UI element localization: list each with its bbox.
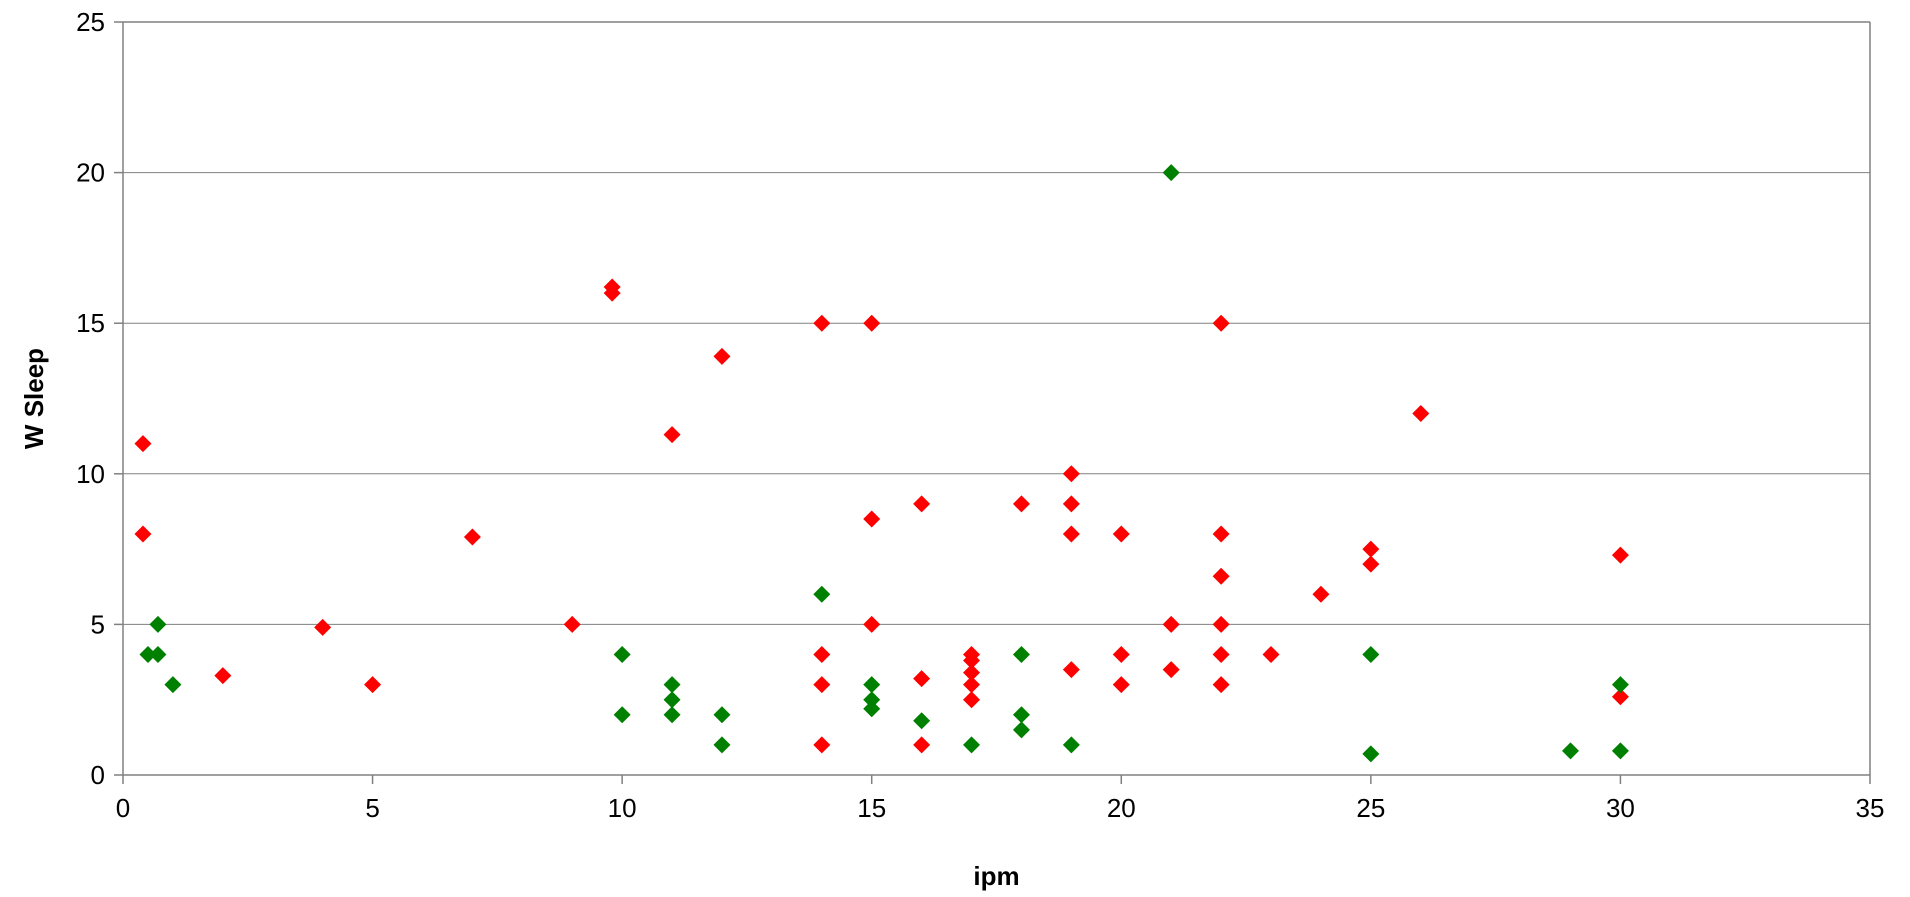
data-point-series-1 [1112, 676, 1130, 694]
x-tick-label: 15 [857, 793, 886, 823]
data-point-series-1 [963, 676, 981, 694]
data-point-series-2 [1562, 742, 1580, 760]
data-point-series-1 [913, 495, 931, 513]
x-axis-title: ipm [973, 861, 1019, 891]
data-point-series-1 [1112, 646, 1130, 664]
data-point-series-2 [164, 676, 182, 694]
data-point-series-1 [134, 435, 152, 453]
data-point-series-2 [149, 646, 167, 664]
data-point-series-2 [663, 706, 681, 724]
data-point-series-1 [1212, 615, 1230, 633]
data-point-series-2 [1062, 736, 1080, 754]
data-point-series-1 [314, 618, 332, 636]
data-point-series-1 [813, 314, 831, 332]
data-point-series-1 [1262, 646, 1280, 664]
data-point-series-1 [214, 667, 232, 685]
data-point-series-1 [1212, 676, 1230, 694]
x-tick-label: 30 [1606, 793, 1635, 823]
data-point-series-1 [913, 736, 931, 754]
data-point-series-1 [603, 284, 621, 302]
data-point-series-1 [1212, 646, 1230, 664]
tick-labels: 0 5 10 15 20 25 0 5 10 15 20 25 30 35 [76, 7, 1884, 823]
data-point-series-1 [364, 676, 382, 694]
data-point-series-1 [813, 676, 831, 694]
data-point-series-1 [1062, 525, 1080, 543]
data-point-series-2 [963, 736, 981, 754]
y-tick-label: 10 [76, 459, 105, 489]
data-point-series-1 [1112, 525, 1130, 543]
data-point-series-2 [1012, 646, 1030, 664]
y-tick-label: 20 [76, 158, 105, 188]
data-point-series-2 [1012, 721, 1030, 739]
data-point-series-1 [1062, 661, 1080, 679]
data-point-series-1 [1212, 525, 1230, 543]
data-point-series-2 [663, 691, 681, 709]
data-point-series-1 [1062, 465, 1080, 483]
data-point-series-2 [139, 646, 157, 664]
data-point-series-1 [1312, 585, 1330, 603]
data-point-series-2 [1162, 164, 1180, 182]
data-point-series-1 [863, 314, 881, 332]
data-point-series-2 [913, 712, 931, 730]
data-point-series-1 [963, 691, 981, 709]
data-point-series-1 [1362, 540, 1380, 558]
data-point-series-2 [1012, 706, 1030, 724]
data-points [134, 164, 1629, 763]
y-tick-label: 5 [91, 609, 105, 639]
y-tick-label: 15 [76, 308, 105, 338]
x-tick-label: 0 [116, 793, 130, 823]
data-point-series-1 [863, 510, 881, 528]
data-point-series-1 [1162, 661, 1180, 679]
data-point-series-2 [613, 706, 631, 724]
data-point-series-1 [813, 646, 831, 664]
data-point-series-1 [1212, 314, 1230, 332]
x-tick-label: 25 [1356, 793, 1385, 823]
data-point-series-1 [1212, 567, 1230, 585]
data-point-series-2 [863, 676, 881, 694]
data-point-series-2 [663, 676, 681, 694]
data-point-series-2 [863, 700, 881, 718]
data-point-series-2 [1611, 742, 1629, 760]
data-point-series-1 [1362, 555, 1380, 573]
data-point-series-2 [1362, 646, 1380, 664]
y-axis-title: W Sleep [19, 348, 49, 449]
data-point-series-2 [1611, 676, 1629, 694]
data-point-series-1 [963, 652, 981, 670]
data-point-series-2 [863, 691, 881, 709]
data-point-series-2 [713, 736, 731, 754]
data-point-series-2 [813, 585, 831, 603]
data-point-series-2 [613, 646, 631, 664]
y-tick-label: 25 [76, 7, 105, 37]
x-tick-label: 35 [1856, 793, 1885, 823]
data-point-series-1 [963, 664, 981, 682]
x-tick-label: 20 [1107, 793, 1136, 823]
data-point-series-1 [1012, 495, 1030, 513]
data-point-series-1 [863, 615, 881, 633]
gridlines [123, 21, 1870, 625]
data-point-series-1 [463, 528, 481, 546]
data-point-series-2 [149, 615, 167, 633]
data-point-series-1 [913, 670, 931, 688]
x-tick-label: 5 [365, 793, 379, 823]
data-point-series-1 [134, 525, 152, 543]
data-point-series-1 [663, 426, 681, 444]
data-point-series-1 [1611, 546, 1629, 564]
axes [114, 21, 1871, 784]
data-point-series-1 [713, 347, 731, 365]
data-point-series-1 [1062, 495, 1080, 513]
x-tick-label: 10 [608, 793, 637, 823]
data-point-series-1 [563, 615, 581, 633]
data-point-series-1 [1611, 688, 1629, 706]
data-point-series-1 [813, 736, 831, 754]
y-tick-label: 0 [91, 760, 105, 790]
data-point-series-1 [1162, 615, 1180, 633]
data-point-series-2 [1362, 745, 1380, 763]
data-point-series-2 [713, 706, 731, 724]
data-point-series-1 [1412, 405, 1430, 423]
